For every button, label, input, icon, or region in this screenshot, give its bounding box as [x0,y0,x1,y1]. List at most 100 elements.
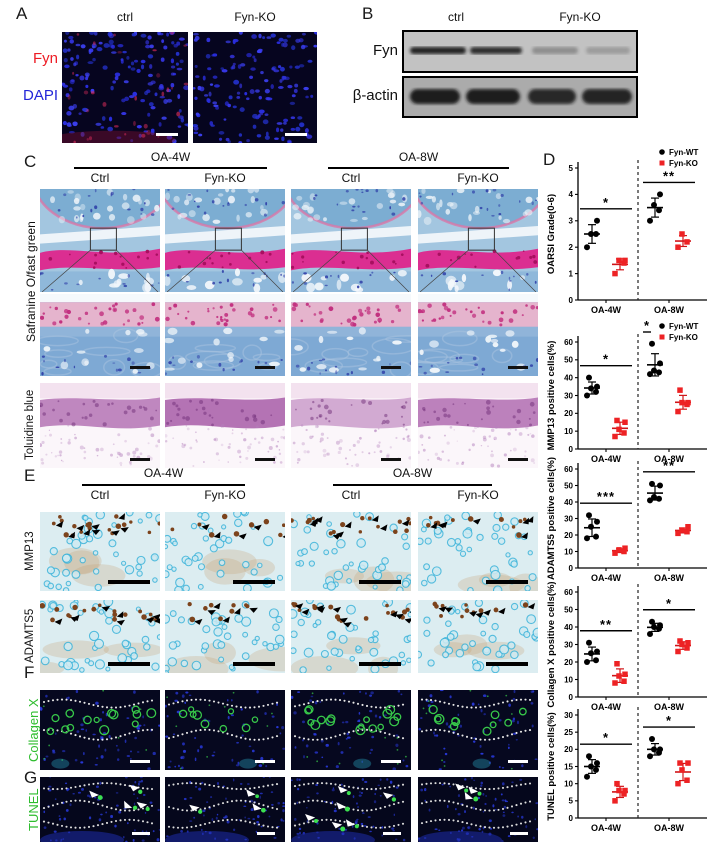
svg-text:OARSI Grade(0-6): OARSI Grade(0-6) [546,194,557,274]
svg-text:OA-4W: OA-4W [591,702,622,710]
panel-e-group-oa8w: OA-8W [392,466,433,480]
micrograph-toluidine-oa4w-fynko [165,383,285,468]
micrograph-tunel-oa8w-fynko [418,777,538,842]
panel-d-label: D [543,150,556,169]
blot-row-label-bactin: β-actin [352,87,398,104]
svg-text:0: 0 [569,445,574,454]
chart-collagenx-positive: 0 10 20 30 40 50 60 Collagen X positive cells(%… [545,576,713,712]
chart-mmp13-positive: 0 10 20 30 40 50 60 MMP13 positive cells(%) * * OA… [545,318,713,464]
micrograph-toluidine-oa8w-fynko [418,383,538,468]
micrograph-safranine-overview-oa8w-ctrl [291,189,411,292]
e-oa8w-underline [333,484,492,486]
svg-text:40: 40 [564,498,573,507]
svg-text:1: 1 [569,269,574,278]
panel-c-label: C [24,152,37,171]
svg-text:40: 40 [564,373,573,382]
panel-b-header-ctrl: ctrl [448,10,464,24]
micrograph-mmp13-oa4w-fynko [165,512,285,591]
oa8w-underline [328,167,509,169]
panel-e-col-ctrl-1: Ctrl [90,488,110,502]
panel-b-header-fynko: Fyn-KO [559,10,601,24]
panel-c-group-oa8w: OA-8W [398,150,439,164]
micrograph-mmp13-oa4w-ctrl [40,512,160,591]
svg-text:**: ** [663,168,675,183]
western-blot-fyn [402,30,638,73]
micrograph-tunel-oa8w-ctrl [291,777,411,842]
micrograph-adamts5-oa4w-fynko [165,600,285,673]
chart-tunel-positive: 0 5 10 15 20 25 30 TUNEL positive cells(%) * * OA-… [545,698,713,838]
svg-text:OA-8W: OA-8W [654,305,685,315]
svg-text:OA-8W: OA-8W [654,573,685,583]
svg-text:50: 50 [564,356,573,365]
svg-text:Fyn-KO: Fyn-KO [669,159,698,168]
svg-text:0: 0 [569,814,574,823]
micrograph-safranine-overview-oa8w-fynko [418,189,538,292]
panel-g-label: G [24,768,38,787]
panel-f-label: F [24,663,35,682]
svg-text:0: 0 [569,296,574,305]
svg-text:3: 3 [569,217,574,226]
svg-text:0: 0 [569,693,574,702]
panel-e-group-oa4w: OA-4W [143,466,184,480]
micrograph-tunel-oa4w-ctrl [40,777,160,842]
panel-b-label: B [362,4,374,23]
svg-text:30: 30 [564,514,573,523]
svg-text:TUNEL positive cells(%): TUNEL positive cells(%) [546,712,557,821]
svg-text:OA-8W: OA-8W [654,454,685,462]
micrograph-fyn-dapi-fynko [193,32,317,143]
western-blot-bactin [402,76,638,118]
svg-text:*: * [666,713,672,728]
mmp13-row-label: MMP13 [24,531,36,572]
fyn-stain-label: Fyn [32,50,58,67]
svg-text:*: * [603,352,609,367]
svg-text:25: 25 [564,728,573,737]
svg-text:50: 50 [564,605,573,614]
panel-e-label: E [24,466,36,485]
svg-text:OA-8W: OA-8W [654,823,685,833]
svg-text:Fyn-WT: Fyn-WT [669,148,698,157]
svg-text:Fyn-KO: Fyn-KO [669,333,698,342]
micrograph-safranine-zoom-oa4w-ctrl [40,294,160,376]
chart-oarsi-grade: 0 1 2 3 4 5 OARSI Grade(0-6) * ** OA-4W OA-8W Fyn-W… [545,146,713,324]
svg-text:**: ** [663,458,675,473]
svg-text:60: 60 [564,465,573,474]
svg-text:40: 40 [564,623,573,632]
micrograph-safranine-zoom-oa8w-fynko [418,294,538,376]
svg-text:10: 10 [564,547,573,556]
svg-text:20: 20 [564,409,573,418]
panel-c-col-ctrl-2: Ctrl [341,171,361,185]
svg-text:Collagen X positive cells(%): Collagen X positive cells(%) [546,581,557,707]
svg-text:4: 4 [569,190,574,199]
svg-text:ADAMTS5 positive cells(%): ADAMTS5 positive cells(%) [546,457,557,580]
svg-text:10: 10 [564,779,573,788]
micrograph-fyn-dapi-ctrl [62,32,188,143]
panel-a-header-fynko: Fyn-KO [234,10,276,24]
svg-text:MMP13 positive cells(%): MMP13 positive cells(%) [546,341,557,451]
panel-c-col-ctrl-1: Ctrl [90,171,110,185]
micrograph-safranine-overview-oa4w-fynko [165,189,285,292]
micrograph-safranine-zoom-oa4w-fynko [165,294,285,376]
oa4w-underline [74,167,267,169]
micrograph-toluidine-oa8w-ctrl [291,383,411,468]
svg-text:60: 60 [564,588,573,597]
svg-text:0: 0 [569,564,574,573]
panel-e-col-fynko-2: Fyn-KO [457,488,499,502]
micrograph-collagen-x-oa4w-ctrl [40,690,160,770]
svg-text:60: 60 [564,338,573,347]
micrograph-safranine-overview-oa4w-ctrl [40,189,160,292]
svg-text:50: 50 [564,481,573,490]
svg-text:15: 15 [564,762,573,771]
panel-c-group-oa4w: OA-4W [150,150,191,164]
safranine-row-label: Safranine O/fast green [24,221,38,343]
panel-e-col-ctrl-2: Ctrl [341,488,361,502]
svg-text:20: 20 [564,745,573,754]
micrograph-mmp13-oa8w-ctrl [291,512,411,591]
svg-text:*: * [666,596,672,611]
micrograph-adamts5-oa4w-ctrl [40,600,160,673]
panel-e-col-fynko-1: Fyn-KO [204,488,246,502]
micrograph-collagen-x-oa8w-ctrl [291,690,411,770]
svg-text:30: 30 [564,711,573,720]
svg-text:5: 5 [569,797,574,806]
svg-text:10: 10 [564,427,573,436]
